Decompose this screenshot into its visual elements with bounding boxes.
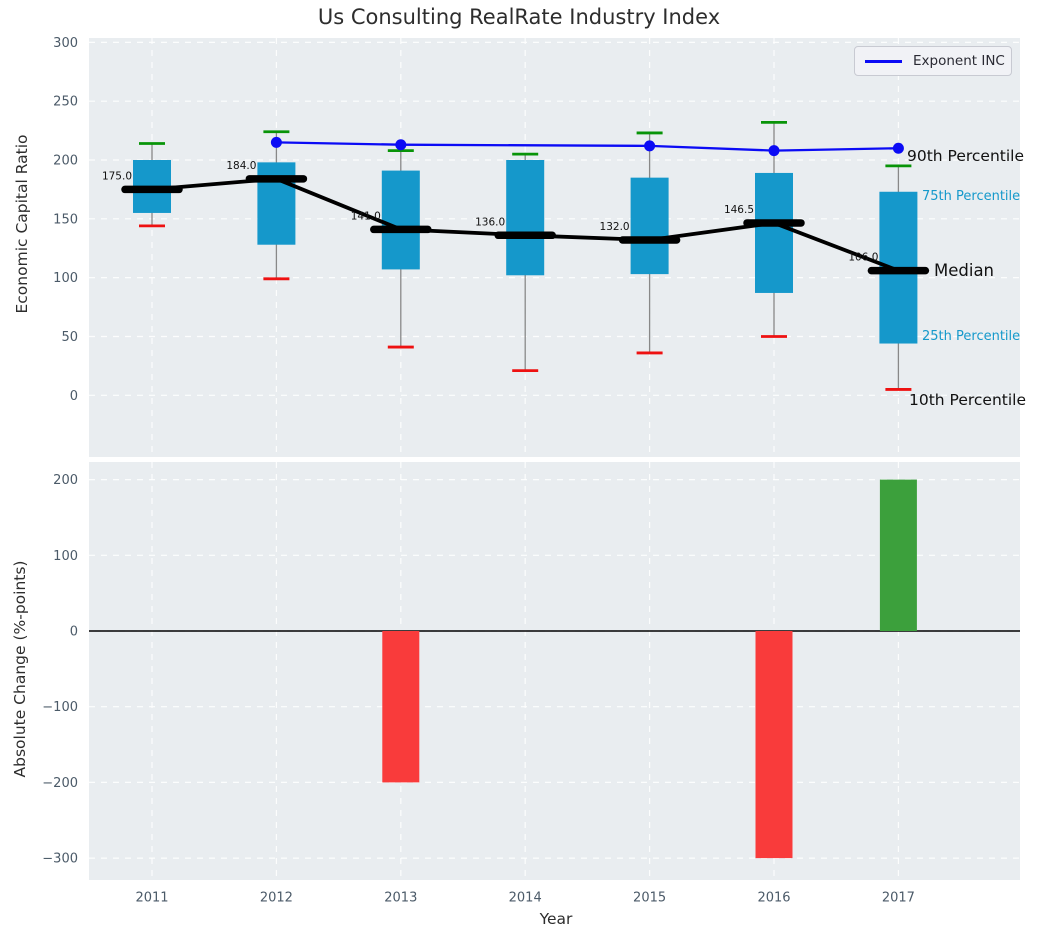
bottom-plot-background	[89, 462, 1020, 880]
median-value-label-2017: 106.0	[848, 252, 878, 264]
legend-line-sample	[865, 59, 902, 63]
top-ytick-300: 300	[53, 36, 78, 51]
xtick-2016: 2016	[757, 891, 790, 906]
median-value-label-2011: 175.0	[102, 170, 132, 182]
change-bar-2016	[755, 631, 793, 859]
top-ytick-50: 50	[61, 330, 78, 345]
annotation-25th-percentile: 25th Percentile	[922, 329, 1021, 344]
annotation-90th-percentile: 90th Percentile	[907, 147, 1025, 165]
top-ytick-100: 100	[53, 271, 78, 286]
change-bar-2013	[382, 631, 420, 783]
top-ytick-150: 150	[53, 212, 78, 227]
annotation-10th-percentile: 10th Percentile	[909, 391, 1027, 409]
box-2016	[755, 172, 793, 293]
change-bar-2017	[879, 479, 917, 631]
median-value-label-2015: 132.0	[600, 221, 630, 233]
xtick-2017: 2017	[882, 891, 915, 906]
legend-label: Exponent INC	[913, 53, 1005, 69]
box-2013	[381, 170, 420, 270]
x-axis-label: Year	[539, 910, 573, 928]
top-plot-background	[89, 38, 1020, 457]
bottom-ytick-100: 100	[53, 549, 78, 564]
bottom-ytick--300: −300	[42, 852, 78, 867]
median-value-label-2012: 184.0	[226, 160, 256, 172]
top-ytick-250: 250	[53, 95, 78, 110]
median-value-label-2013: 141.0	[351, 210, 381, 222]
annotation-median: Median	[934, 261, 995, 280]
legend: Exponent INC	[854, 46, 1012, 76]
xtick-2011: 2011	[135, 891, 168, 906]
top-y-axis-label: Economic Capital Ratio	[13, 134, 31, 314]
bottom-y-axis-label: Absolute Change (%-points)	[11, 560, 29, 778]
chart-title: Us Consulting RealRate Industry Index	[317, 5, 721, 29]
top-ytick-0: 0	[70, 389, 78, 404]
bottom-ytick--200: −200	[42, 776, 78, 791]
xtick-2013: 2013	[384, 891, 417, 906]
bottom-ytick--100: −100	[42, 700, 78, 715]
box-2012	[257, 162, 296, 245]
top-ytick-200: 200	[53, 154, 78, 169]
exponent-inc-point-2016	[768, 145, 780, 157]
xtick-2014: 2014	[509, 891, 542, 906]
bottom-ytick-0: 0	[70, 625, 78, 640]
annotation-75th-percentile: 75th Percentile	[922, 189, 1021, 204]
bottom-ytick-200: 200	[53, 473, 78, 488]
xtick-2012: 2012	[260, 891, 293, 906]
exponent-inc-point-2015	[644, 140, 656, 152]
exponent-inc-point-2012	[270, 136, 282, 148]
median-value-label-2014: 136.0	[475, 216, 505, 228]
exponent-inc-point-2013	[395, 139, 407, 151]
exponent-inc-point-2017	[892, 142, 904, 154]
xtick-2015: 2015	[633, 891, 666, 906]
box-2015	[630, 177, 669, 275]
box-2014	[506, 160, 545, 276]
median-value-label-2016: 146.5	[724, 204, 754, 216]
